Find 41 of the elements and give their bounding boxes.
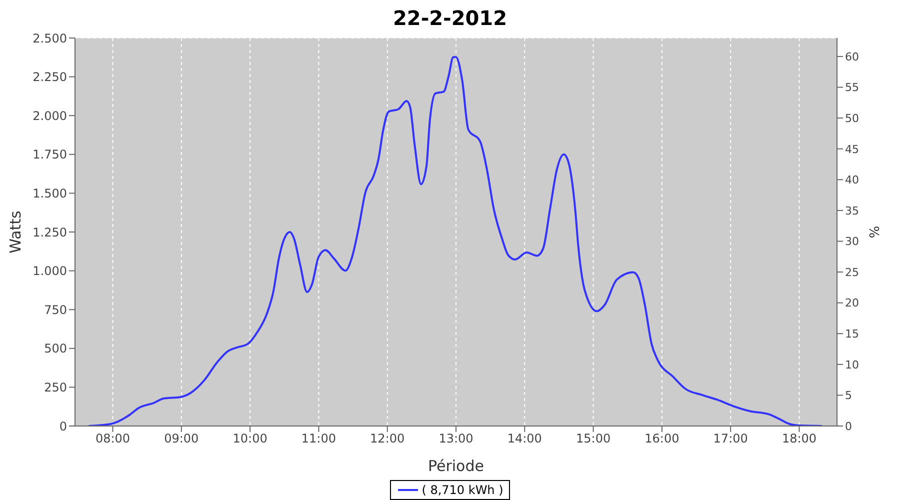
y2-tick-label: 55 (845, 81, 859, 94)
line-series (88, 56, 823, 426)
y2-tick-label: 35 (845, 204, 859, 218)
x-tick-label: 12:00 (370, 432, 405, 446)
y2-tick-label: 45 (845, 142, 859, 156)
y-tick-label: 2.500 (32, 31, 67, 46)
y-tick-label: 2.000 (32, 108, 67, 123)
y2-tick-label: 40 (845, 174, 859, 187)
y2-tick-label: 15 (845, 328, 859, 341)
x-tick-label: 11:00 (301, 432, 336, 446)
y-tick-label: 0 (59, 419, 67, 434)
y-tick-label: 1.750 (32, 148, 67, 162)
x-tick-label: 17:00 (713, 432, 748, 446)
x-tick-label: 14:00 (507, 432, 542, 446)
y2-tick-label: 0 (845, 420, 852, 433)
y-tick-label: 1.500 (32, 186, 67, 200)
y2-tick-label: 10 (845, 358, 859, 372)
y-tick-label: 1.250 (32, 225, 67, 240)
chart-title: 22-2-2012 (392, 6, 508, 30)
x-tick-label: 08:00 (95, 432, 130, 446)
x-axis-title: Période (428, 457, 484, 475)
y2-tick-label: 30 (845, 235, 859, 248)
x-tick-label: 10:00 (232, 432, 268, 446)
x-tick-label: 18:00 (782, 432, 817, 446)
x-tick-label: 16:00 (644, 432, 680, 446)
y-tick-label: 250 (44, 380, 67, 394)
y2-tick-label: 20 (845, 296, 859, 310)
x-tick-label: 09:00 (164, 432, 199, 446)
x-tick-label: 15:00 (576, 432, 611, 446)
y-tick-label: 750 (44, 302, 67, 317)
y-axis-title: Watts (6, 210, 24, 254)
y2-tick-label: 60 (845, 50, 859, 64)
y2-tick-label: 25 (845, 266, 859, 279)
y2-axis-title: % (865, 226, 880, 238)
y-tick-label: 2.250 (32, 70, 67, 84)
legend-label: ( 8,710 kWh ) (422, 483, 504, 497)
y-tick-label: 1.000 (32, 264, 67, 278)
y2-tick-label: 5 (845, 389, 852, 402)
y-tick-label: 500 (44, 342, 67, 356)
x-tick-label: 13:00 (438, 432, 474, 446)
y2-tick-label: 50 (845, 112, 859, 125)
